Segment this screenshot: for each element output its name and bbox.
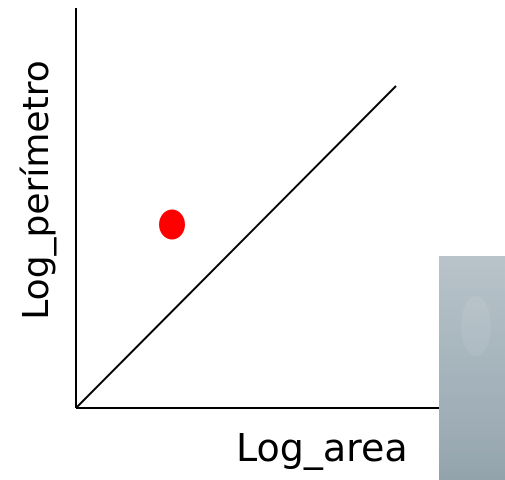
reference-line [75,85,397,409]
data-points [159,209,185,240]
photo-panel [439,256,505,480]
y-axis-label: Log_perímetro [16,60,57,320]
x-axis-label: Log_area [236,426,408,470]
data-point-0 [159,209,185,240]
